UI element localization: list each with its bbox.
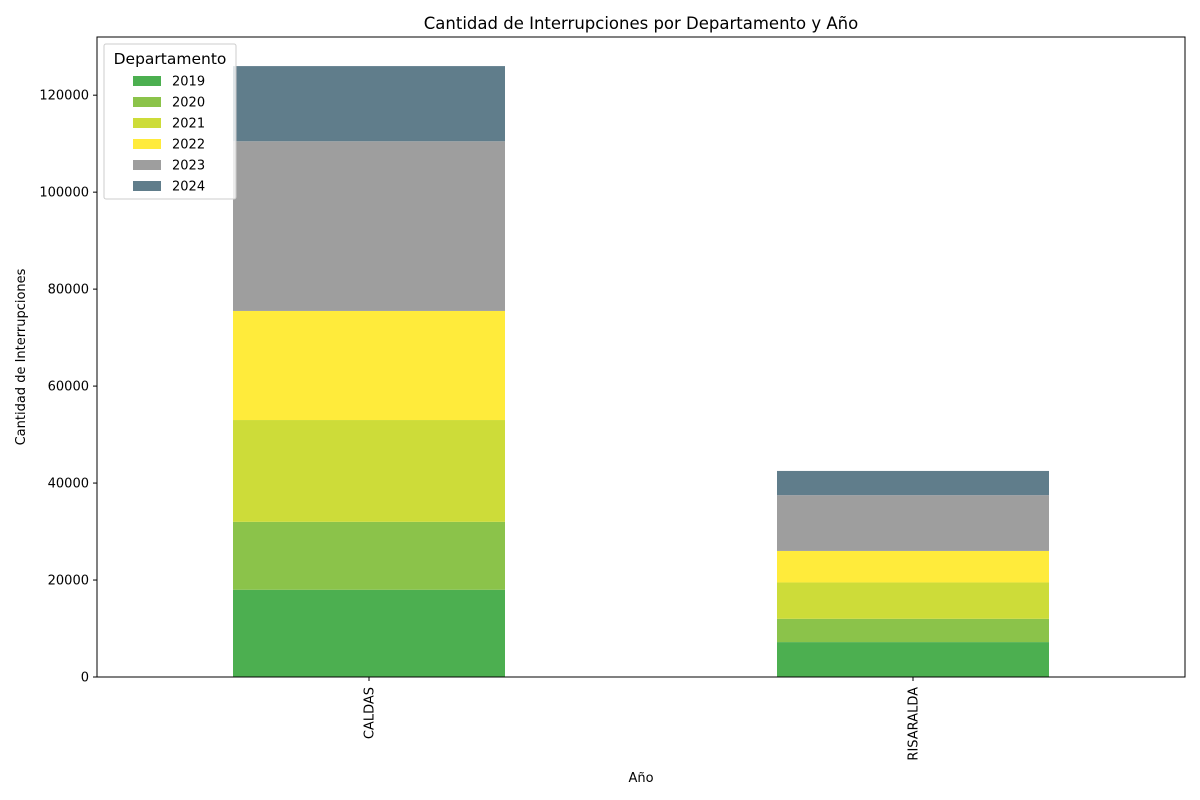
y-axis-label: Cantidad de Interrupciones — [14, 268, 29, 445]
bar-caldas-2024 — [233, 66, 505, 142]
y-tick-label: 0 — [81, 671, 89, 686]
legend-label-2021: 2021 — [172, 117, 205, 132]
legend-label-2020: 2020 — [172, 96, 205, 111]
bar-risaralda-2020 — [777, 618, 1049, 643]
x-tick-label-risaralda: RISARALDA — [907, 687, 922, 761]
legend-label-2019: 2019 — [172, 75, 205, 90]
legend-swatch-2020 — [133, 97, 161, 107]
bar-caldas-2021 — [233, 420, 505, 522]
legend-swatch-2021 — [133, 118, 161, 128]
chart-title: Cantidad de Interrupciones por Departame… — [424, 14, 858, 33]
bar-risaralda-2023 — [777, 495, 1049, 551]
legend-swatch-2019 — [133, 76, 161, 86]
legend-swatch-2023 — [133, 160, 161, 170]
x-axis-label: Año — [628, 771, 653, 786]
bar-caldas-2020 — [233, 521, 505, 590]
bar-risaralda-2019 — [777, 642, 1049, 677]
bar-risaralda-2022 — [777, 550, 1049, 583]
x-tick-label-caldas: CALDAS — [363, 687, 378, 739]
legend-swatch-2022 — [133, 139, 161, 149]
y-axis: 0 20000 40000 60000 80000 100000 120000 — [39, 89, 97, 686]
y-tick-label: 120000 — [39, 89, 89, 104]
y-tick-label: 20000 — [48, 574, 89, 589]
legend: Departamento 2019 2020 2021 2022 2023 2024 — [103, 43, 237, 200]
bars-group — [233, 66, 1049, 677]
y-tick-label: 60000 — [48, 380, 89, 395]
axes-frame — [96, 36, 1186, 678]
bar-caldas-2023 — [233, 141, 505, 311]
bar-caldas-2022 — [233, 310, 505, 421]
x-axis: CALDAS RISARALDA — [363, 677, 922, 761]
y-tick-label: 80000 — [48, 283, 89, 298]
legend-items: 2019 2020 2021 2022 2023 2024 — [133, 75, 205, 195]
legend-label-2022: 2022 — [172, 138, 205, 153]
bar-risaralda-2024 — [777, 470, 1049, 496]
legend-label-2023: 2023 — [172, 159, 205, 174]
y-tick-label: 40000 — [48, 477, 89, 492]
bar-risaralda-2021 — [777, 582, 1049, 619]
legend-title: Departamento — [114, 50, 227, 68]
legend-label-2024: 2024 — [172, 180, 205, 195]
legend-swatch-2024 — [133, 181, 161, 191]
y-tick-label: 100000 — [39, 186, 89, 201]
bar-caldas-2019 — [233, 589, 505, 677]
